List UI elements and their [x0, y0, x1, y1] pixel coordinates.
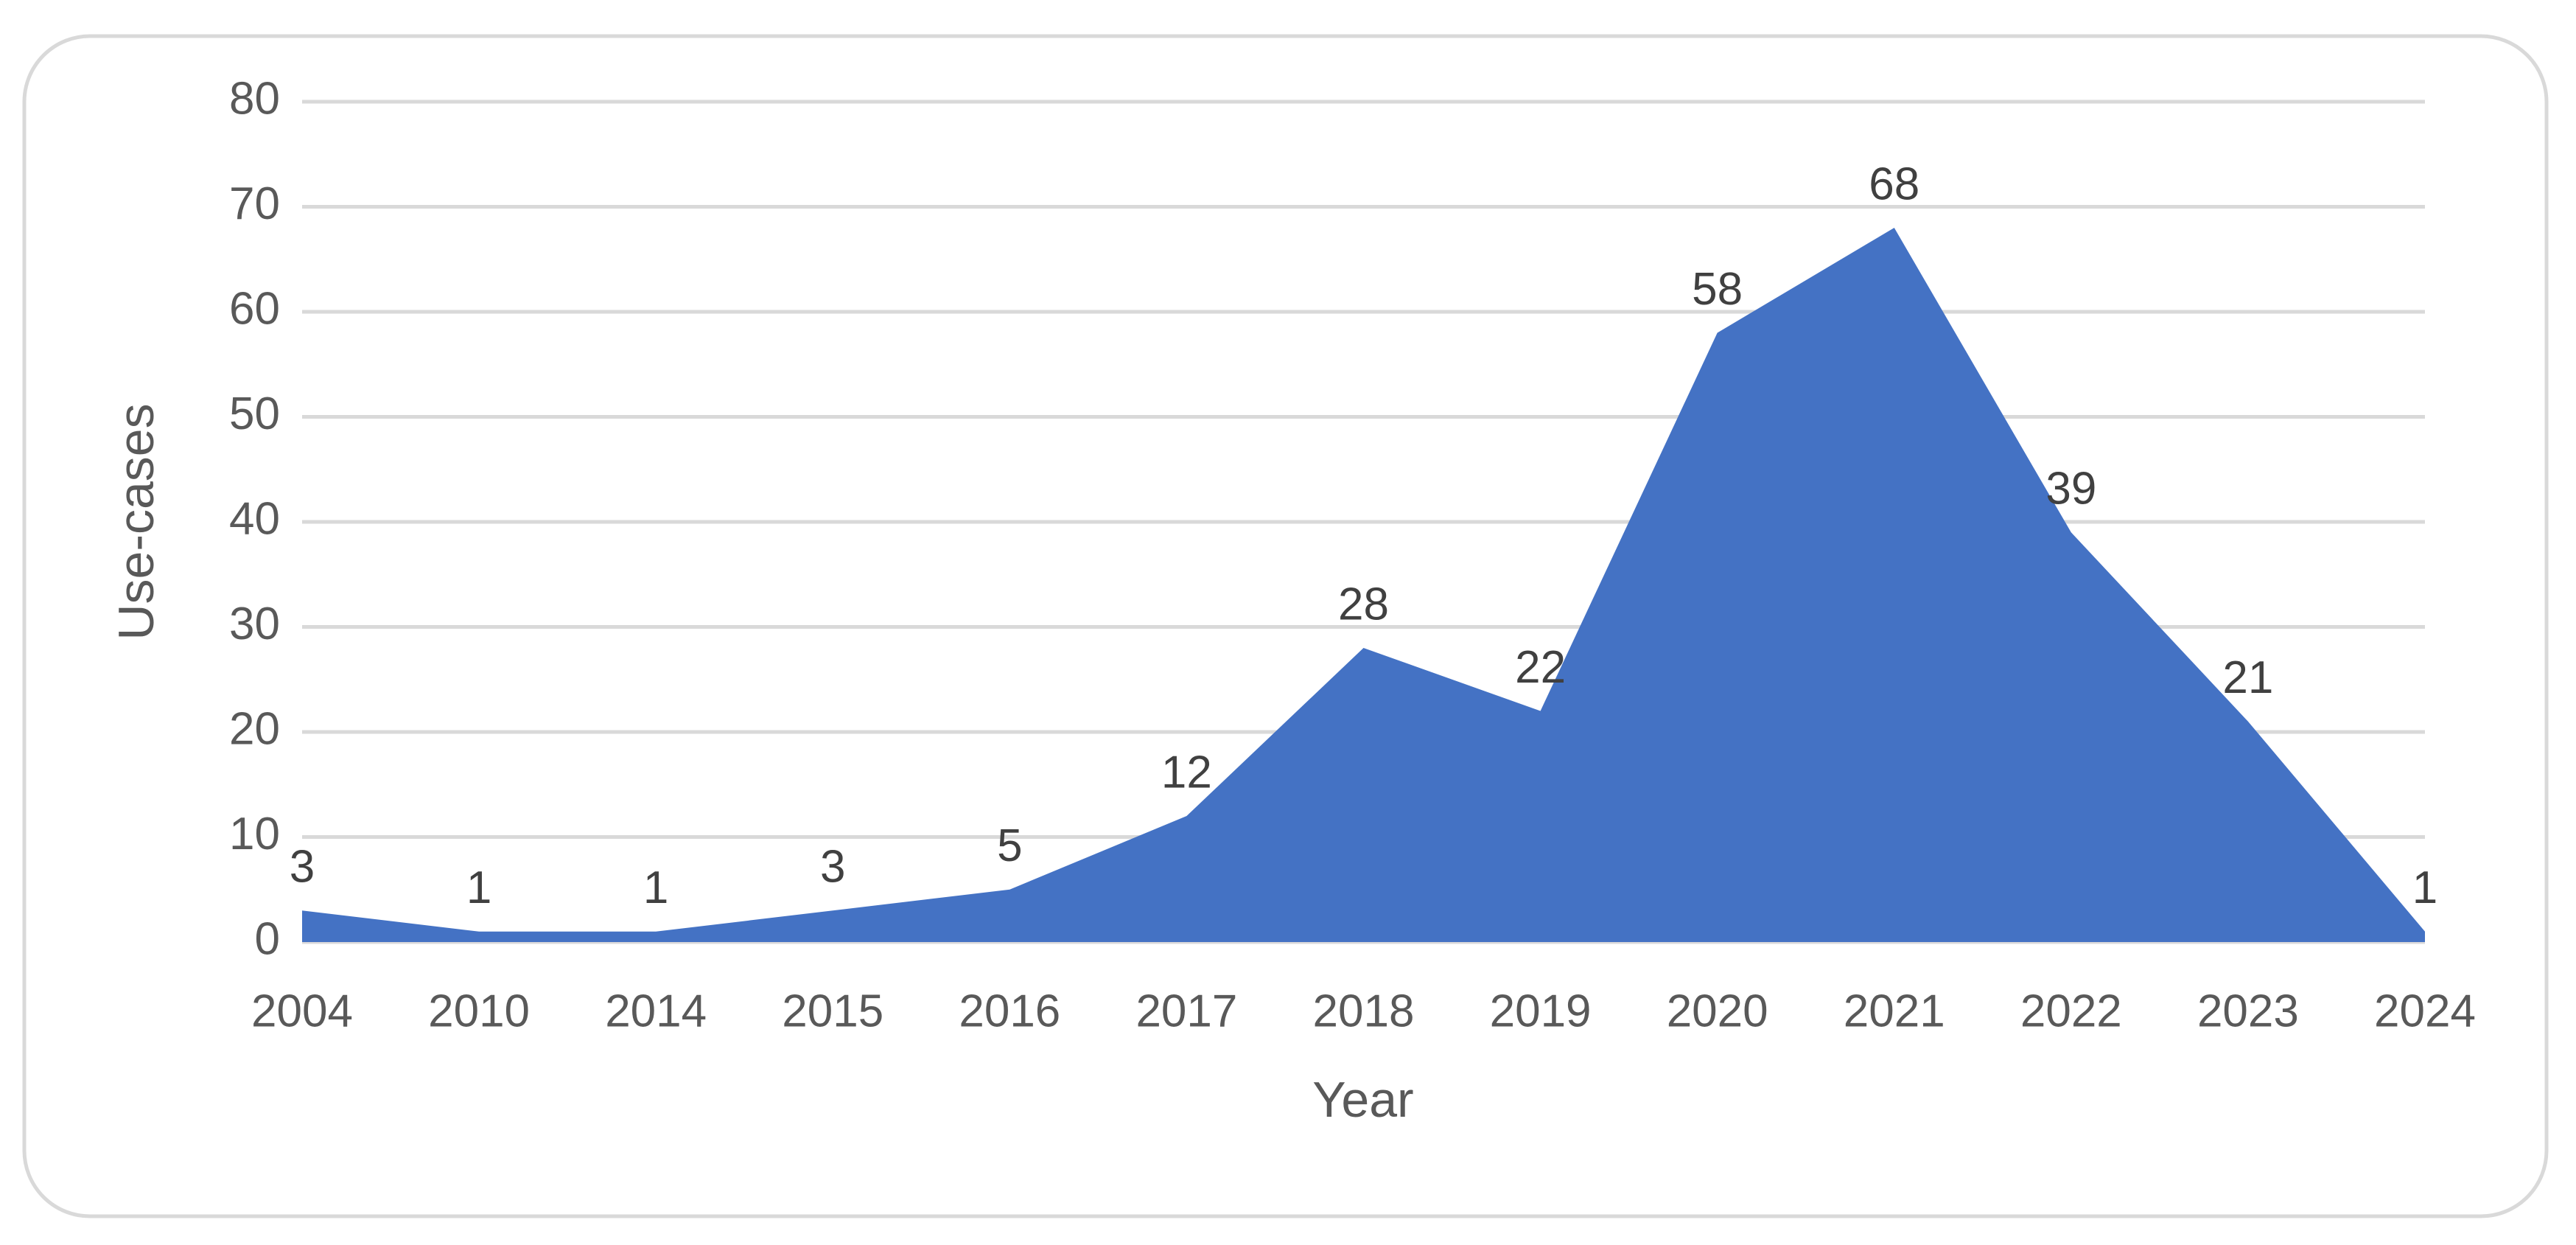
x-axis-title: Year [1312, 1072, 1413, 1128]
data-label: 28 [1338, 579, 1389, 630]
data-label: 3 [820, 842, 845, 893]
y-tick-label: 50 [229, 388, 280, 439]
x-tick-label: 2014 [605, 986, 707, 1036]
y-tick-label: 0 [255, 913, 280, 964]
y-tick-label: 20 [229, 703, 280, 754]
data-label: 1 [466, 862, 491, 913]
data-label: 22 [1515, 642, 1566, 693]
x-tick-label: 2017 [1135, 986, 1237, 1036]
y-tick-label: 30 [229, 599, 280, 649]
x-tick-label: 2015 [782, 986, 883, 1036]
area [302, 228, 2425, 942]
x-tick-label: 2023 [2197, 986, 2299, 1036]
y-tick-label: 40 [229, 493, 280, 544]
y-tick-label: 60 [229, 283, 280, 334]
x-tick-label: 2010 [428, 986, 530, 1036]
data-label: 58 [1692, 264, 1743, 315]
data-label: 1 [643, 862, 668, 913]
x-tick-label: 2021 [1844, 986, 1945, 1036]
y-axis-title: Use-cases [108, 403, 164, 640]
data-label: 3 [290, 842, 315, 893]
data-label: 5 [997, 820, 1022, 871]
data-label: 21 [2222, 652, 2273, 703]
y-tick-label: 80 [229, 73, 280, 124]
data-label: 1 [2412, 862, 2437, 913]
data-label: 39 [2045, 464, 2096, 515]
data-label: 12 [1161, 747, 1212, 798]
y-tick-label: 10 [229, 809, 280, 859]
x-tick-label: 2016 [959, 986, 1060, 1036]
x-tick-label: 2018 [1313, 986, 1415, 1036]
x-tick-label: 2024 [2374, 986, 2476, 1036]
y-tick-label: 70 [229, 178, 280, 229]
x-tick-label: 2022 [2020, 986, 2122, 1036]
x-tick-label: 2004 [251, 986, 353, 1036]
x-tick-label: 2019 [1490, 986, 1592, 1036]
data-label: 68 [1869, 158, 1919, 209]
x-tick-label: 2020 [1667, 986, 1768, 1036]
